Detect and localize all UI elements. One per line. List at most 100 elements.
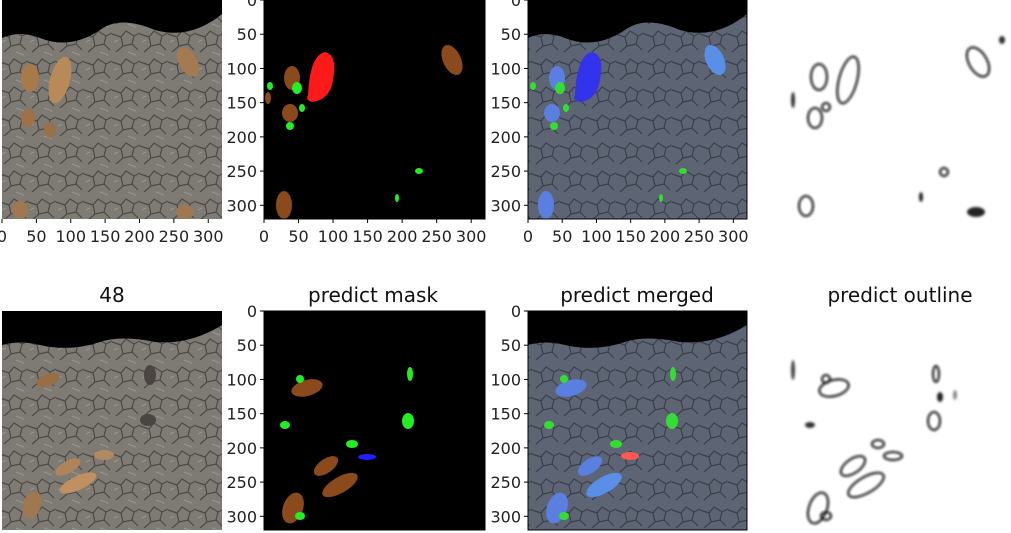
y-tick-label: 250 xyxy=(226,473,257,492)
outline-shape xyxy=(927,411,941,431)
merged-blob-light-blue xyxy=(586,472,622,498)
rock-shape xyxy=(140,414,156,426)
merged-blob-light-blue xyxy=(704,45,726,75)
outline-shape xyxy=(883,451,903,461)
outline-shape xyxy=(839,455,867,477)
sea-lion-shape xyxy=(94,450,114,460)
mask-blob-green xyxy=(280,421,290,429)
y-tick-label: 300 xyxy=(226,196,257,215)
merged-blob-light-blue xyxy=(555,379,587,397)
x-tick-label: 100 xyxy=(318,227,349,246)
outline-shape xyxy=(791,92,795,108)
outline-shape xyxy=(821,102,831,112)
panel-title: predict mask xyxy=(308,283,438,307)
x-tick-label: 250 xyxy=(684,227,715,246)
x-tick-label: 50 xyxy=(288,227,308,246)
panel-title: predict merged xyxy=(560,283,714,307)
sea-lion-shape xyxy=(21,64,39,92)
mask-blob-green xyxy=(267,82,273,90)
x-tick-label: 0 xyxy=(0,227,7,246)
x-tick-label: 200 xyxy=(124,227,155,246)
x-tick-label: 200 xyxy=(387,227,418,246)
sea-lion-shape xyxy=(55,458,81,476)
merged-blob-green xyxy=(555,82,565,94)
mask-blob-green xyxy=(346,440,358,448)
sea-lion-shape xyxy=(22,491,42,519)
outline-shape xyxy=(965,46,991,78)
outline-shape xyxy=(999,36,1005,44)
y-tick-label: 200 xyxy=(226,128,257,147)
outline-shape xyxy=(871,439,885,449)
axes: 0 50 100 150 200 250 300 xyxy=(226,302,486,531)
rock-shape xyxy=(144,365,156,385)
outline-shape xyxy=(791,360,795,380)
mask-blob-green xyxy=(299,104,305,112)
x-tick-label: 250 xyxy=(421,227,452,246)
mask-blob-brown xyxy=(313,456,339,476)
y-tick-label: 250 xyxy=(490,162,521,181)
outline-shape xyxy=(798,195,814,217)
y-tick-label: 100 xyxy=(226,370,257,389)
y-tick-label: 200 xyxy=(490,439,521,458)
x-tick-label: 50 xyxy=(26,227,46,246)
panel-photo-bottom xyxy=(2,311,222,530)
merged-blob-green xyxy=(666,413,678,429)
panel-title: predict outline xyxy=(827,283,972,307)
mask-blob-green xyxy=(407,367,413,381)
y-tick-label: 150 xyxy=(226,94,257,113)
merged-blob-green xyxy=(559,512,569,520)
sea-lion-shape xyxy=(48,56,72,104)
panel-photo-top: 0 50 100 150 200 250 300 xyxy=(0,0,224,246)
mask-blob-brown xyxy=(276,191,292,219)
x-tick-label: 300 xyxy=(718,227,749,246)
mask-blob-red xyxy=(307,52,335,102)
merged-blob-green xyxy=(679,168,687,174)
y-tick-label: 100 xyxy=(226,59,257,78)
merged-blob-green xyxy=(550,122,558,130)
panel-outline-top xyxy=(791,36,1005,217)
y-tick-label: 0 xyxy=(511,302,521,321)
outline-shape xyxy=(821,374,831,384)
y-tick-label: 150 xyxy=(490,405,521,424)
axes: 0 50 100 150 200 250 300 xyxy=(490,302,748,531)
outline-shape xyxy=(847,471,885,499)
y-tick-label: 50 xyxy=(237,336,257,355)
y-tick-label: 50 xyxy=(501,25,521,44)
sea-lion-shape xyxy=(21,109,35,127)
mask-blob-brown xyxy=(282,104,298,122)
merged-blob-green xyxy=(670,367,676,381)
panel-mask-bottom: 0 50 100 150 200 250 300 xyxy=(226,302,486,531)
mask-blob-blue xyxy=(358,454,376,460)
sea-lion-shape xyxy=(12,201,28,219)
x-tick-label: 150 xyxy=(90,227,121,246)
merged-blob-green xyxy=(563,104,569,112)
x-tick-label: 200 xyxy=(650,227,681,246)
sea-lion-shape xyxy=(59,472,97,494)
outline-shape xyxy=(937,392,943,402)
y-tick-label: 150 xyxy=(226,405,257,424)
merged-blob-red xyxy=(621,452,639,460)
x-tick-label: 150 xyxy=(352,227,383,246)
y-tick-label: 0 xyxy=(247,0,257,10)
sea-lion-shape xyxy=(36,373,60,387)
y-tick-label: 100 xyxy=(490,370,521,389)
x-tick-label: 0 xyxy=(523,227,533,246)
y-tick-label: 0 xyxy=(247,302,257,321)
outline-shape xyxy=(919,192,923,202)
outline-shape xyxy=(953,390,957,400)
x-tick-label: 50 xyxy=(552,227,572,246)
y-tick-label: 100 xyxy=(490,59,521,78)
outline-shape xyxy=(932,365,940,383)
outline-shape xyxy=(939,167,949,177)
y-tick-label: 50 xyxy=(237,25,257,44)
mask-blob-brown xyxy=(441,45,463,75)
x-tick-label: 250 xyxy=(159,227,190,246)
panel-title: 48 xyxy=(99,283,124,307)
x-tick-label: 100 xyxy=(581,227,612,246)
x-tick-label: 300 xyxy=(193,227,224,246)
y-tick-label: 150 xyxy=(490,94,521,113)
y-tick-label: 300 xyxy=(226,507,257,526)
mask-blob-brown xyxy=(322,472,358,498)
